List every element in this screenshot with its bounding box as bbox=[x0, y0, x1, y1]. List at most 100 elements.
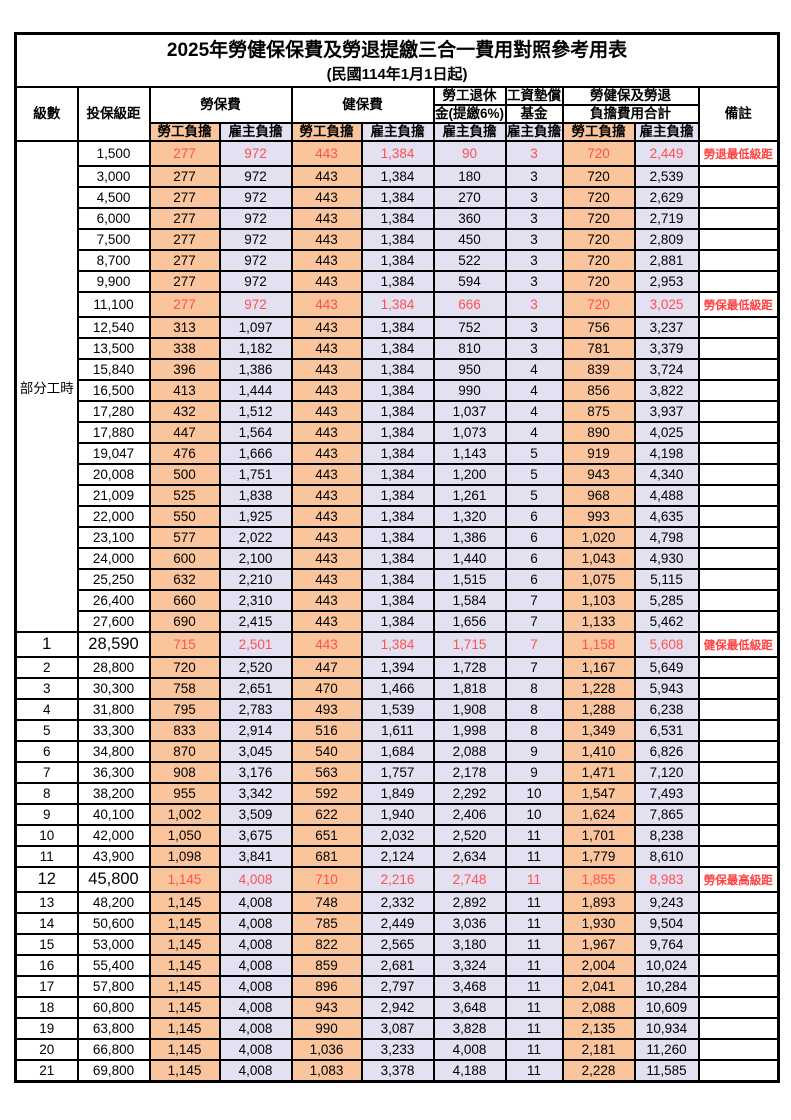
pension-employer-cell: 990 bbox=[432, 379, 507, 402]
header-labor-fee: 勞保費 bbox=[148, 86, 293, 124]
labor-fee-employee-cell: 550 bbox=[148, 505, 221, 528]
health-fee-employer-cell: 1,384 bbox=[360, 140, 435, 167]
bracket-cell: 24,000 bbox=[76, 547, 151, 570]
pension-employer-cell: 1,728 bbox=[432, 656, 507, 679]
pension-employer-cell: 1,818 bbox=[432, 677, 507, 700]
pension-employer-cell: 1,143 bbox=[432, 442, 507, 465]
labor-fee-employer-cell: 3,342 bbox=[218, 782, 293, 805]
labor-fee-employee-cell: 447 bbox=[148, 421, 221, 444]
health-fee-employee-cell: 443 bbox=[290, 610, 363, 633]
labor-fee-employee-cell: 500 bbox=[148, 463, 221, 486]
total-employer-cell: 8,983 bbox=[633, 866, 700, 893]
labor-fee-employer-cell: 972 bbox=[218, 207, 293, 230]
health-fee-employee-cell: 443 bbox=[290, 505, 363, 528]
header-level: 級數 bbox=[14, 86, 79, 142]
health-fee-employer-cell: 1,384 bbox=[360, 421, 435, 444]
wage-fund-employer-cell: 8 bbox=[504, 719, 564, 742]
pension-employer-cell: 2,406 bbox=[432, 803, 507, 826]
labor-fee-employee-cell: 795 bbox=[148, 698, 221, 721]
bracket-cell: 21,009 bbox=[76, 484, 151, 507]
pension-employer-cell: 450 bbox=[432, 228, 507, 251]
bracket-cell: 69,800 bbox=[76, 1059, 151, 1082]
header-row-sub: 勞工負擔 雇主負擔 勞工負擔 雇主負擔 雇主負擔 雇主負擔 勞工負擔 雇主負擔 bbox=[16, 122, 779, 142]
total-employee-cell: 856 bbox=[561, 379, 636, 402]
health-fee-employee-cell: 443 bbox=[290, 291, 363, 318]
total-employer-cell: 10,609 bbox=[633, 996, 700, 1019]
level-cell: 17 bbox=[14, 975, 79, 998]
bracket-cell: 55,400 bbox=[76, 954, 151, 977]
total-employer-cell: 3,237 bbox=[633, 316, 700, 339]
bracket-cell: 28,800 bbox=[76, 656, 151, 679]
remark-cell bbox=[697, 547, 780, 570]
pension-employer-cell: 1,715 bbox=[432, 631, 507, 658]
pension-employer-cell: 4,008 bbox=[432, 1038, 507, 1061]
level-cell: 21 bbox=[14, 1059, 79, 1082]
labor-fee-employer-cell: 972 bbox=[218, 140, 293, 167]
wage-fund-employer-cell: 11 bbox=[504, 824, 564, 847]
health-fee-employer-cell: 1,849 bbox=[360, 782, 435, 805]
health-fee-employer-cell: 2,332 bbox=[360, 891, 435, 914]
labor-fee-employer-cell: 972 bbox=[218, 270, 293, 293]
labor-fee-employee-cell: 1,145 bbox=[148, 1038, 221, 1061]
total-employee-cell: 2,228 bbox=[561, 1059, 636, 1082]
labor-fee-employer-cell: 4,008 bbox=[218, 1059, 293, 1082]
table-row: 4 31,800 795 2,783 493 1,539 1,908 8 1,288 6,238 bbox=[14, 698, 780, 721]
health-fee-employee-cell: 443 bbox=[290, 228, 363, 251]
remark-cell bbox=[697, 933, 780, 956]
bracket-cell: 9,900 bbox=[76, 270, 151, 293]
pension-employer-cell: 180 bbox=[432, 165, 507, 188]
health-fee-employee-cell: 516 bbox=[290, 719, 363, 742]
labor-fee-employee-cell: 413 bbox=[148, 379, 221, 402]
header-total-line2: 負擔費用合計 bbox=[561, 104, 700, 124]
health-fee-employer-cell: 1,384 bbox=[360, 505, 435, 528]
bracket-cell: 23,100 bbox=[76, 526, 151, 549]
labor-fee-employer-cell: 972 bbox=[218, 165, 293, 188]
health-fee-employee-cell: 896 bbox=[290, 975, 363, 998]
health-fee-employer-cell: 1,384 bbox=[360, 463, 435, 486]
labor-fee-employee-cell: 690 bbox=[148, 610, 221, 633]
labor-fee-employee-cell: 277 bbox=[148, 140, 221, 167]
pension-employer-cell: 1,908 bbox=[432, 698, 507, 721]
bracket-cell: 31,800 bbox=[76, 698, 151, 721]
wage-fund-employer-cell: 3 bbox=[504, 186, 564, 209]
table-row: 6 34,800 870 3,045 540 1,684 2,088 9 1,410 6,826 bbox=[14, 740, 780, 763]
level-cell: 19 bbox=[14, 1017, 79, 1040]
table-row: 21 69,800 1,145 4,008 1,083 3,378 4,188 11 2,228… bbox=[14, 1059, 780, 1082]
health-fee-employer-cell: 1,384 bbox=[360, 270, 435, 293]
level-cell: 2 bbox=[14, 656, 79, 679]
level-cell: 4 bbox=[14, 698, 79, 721]
health-fee-employer-cell: 2,942 bbox=[360, 996, 435, 1019]
page-title: 2025年勞健保保費及勞退提繳三合一費用對照參考用表 bbox=[166, 39, 628, 61]
labor-fee-employee-cell: 1,145 bbox=[148, 866, 221, 893]
labor-fee-employer-cell: 4,008 bbox=[218, 891, 293, 914]
total-employer-cell: 10,284 bbox=[633, 975, 700, 998]
wage-fund-employer-cell: 6 bbox=[504, 568, 564, 591]
table-row: 22,000 550 1,925 443 1,384 1,320 6 993 4,635 bbox=[16, 505, 780, 528]
bracket-cell: 40,100 bbox=[76, 803, 151, 826]
total-employer-cell: 11,585 bbox=[633, 1059, 700, 1082]
total-employee-cell: 1,701 bbox=[561, 824, 636, 847]
table-row: 9 40,100 1,002 3,509 622 1,940 2,406 10 1,624 7,8… bbox=[14, 803, 780, 826]
wage-fund-employer-cell: 6 bbox=[504, 505, 564, 528]
pension-employer-cell: 594 bbox=[432, 270, 507, 293]
wage-fund-employer-cell: 6 bbox=[504, 547, 564, 570]
bracket-cell: 12,540 bbox=[76, 316, 151, 339]
health-fee-employee-cell: 1,083 bbox=[290, 1059, 363, 1082]
health-fee-employer-cell: 1,394 bbox=[360, 656, 435, 679]
health-fee-employee-cell: 443 bbox=[290, 631, 363, 658]
pension-employer-cell: 90 bbox=[432, 140, 507, 167]
labor-fee-employee-cell: 338 bbox=[148, 337, 221, 360]
remark-cell bbox=[697, 568, 780, 591]
health-fee-employer-cell: 1,384 bbox=[360, 547, 435, 570]
wage-fund-employer-cell: 10 bbox=[504, 782, 564, 805]
wage-fund-employer-cell: 4 bbox=[504, 400, 564, 423]
health-fee-employee-cell: 651 bbox=[290, 824, 363, 847]
table-row: 13 48,200 1,145 4,008 748 2,332 2,892 11 1,893 9,… bbox=[14, 891, 780, 914]
wage-fund-employer-cell: 11 bbox=[504, 845, 564, 868]
remark-cell bbox=[697, 824, 780, 847]
bracket-cell: 8,700 bbox=[76, 249, 151, 272]
labor-fee-employer-cell: 972 bbox=[218, 249, 293, 272]
table-row: 20 66,800 1,145 4,008 1,036 3,233 4,008 11 2,181… bbox=[14, 1038, 780, 1061]
health-fee-employer-cell: 2,797 bbox=[360, 975, 435, 998]
health-fee-employee-cell: 710 bbox=[290, 866, 363, 893]
